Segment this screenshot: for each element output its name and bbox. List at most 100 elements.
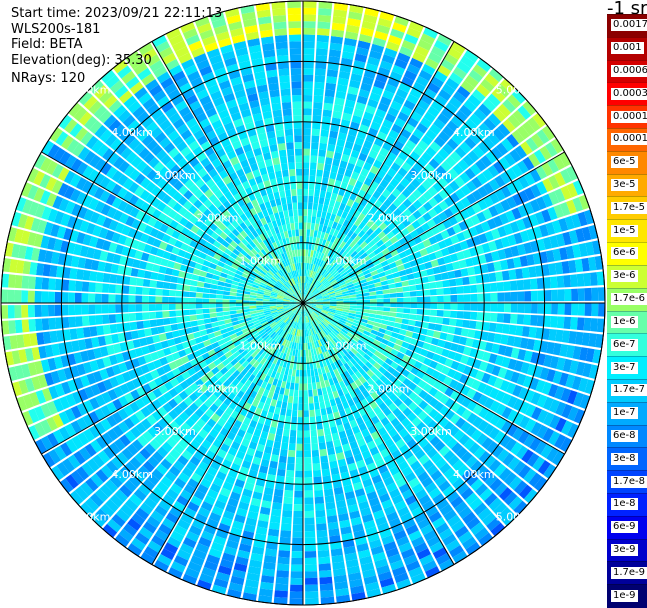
range-bin xyxy=(303,357,306,364)
range-bin xyxy=(311,149,318,156)
range-bin xyxy=(274,489,283,497)
range-bin xyxy=(318,156,325,163)
range-bin xyxy=(323,394,329,402)
range-bin xyxy=(511,303,518,313)
range-bin xyxy=(495,323,503,333)
range-bin xyxy=(350,305,357,308)
range-bin xyxy=(198,325,206,331)
range-bin xyxy=(403,292,410,297)
range-bin xyxy=(376,311,383,315)
range-bin xyxy=(463,285,470,293)
range-bin xyxy=(35,305,42,317)
range-bin xyxy=(303,370,306,377)
range-bin xyxy=(278,462,286,470)
range-bin xyxy=(376,295,383,299)
range-bin xyxy=(155,304,162,311)
range-bin xyxy=(416,315,423,321)
range-bin xyxy=(510,314,517,324)
range-bin xyxy=(28,305,35,317)
range-bin xyxy=(315,75,326,82)
range-bin xyxy=(122,285,129,293)
range-bin xyxy=(356,309,363,312)
range-bin xyxy=(304,430,310,437)
range-bin xyxy=(383,294,390,298)
range-bin xyxy=(523,279,531,290)
range-bin xyxy=(191,274,199,280)
range-bin xyxy=(236,296,243,299)
range-bin xyxy=(295,376,299,383)
range-bin xyxy=(297,356,300,363)
range-bin xyxy=(171,324,179,331)
range-bin xyxy=(196,287,203,293)
range-bin xyxy=(490,283,497,292)
range-bin xyxy=(307,229,311,236)
range-bin xyxy=(164,275,172,282)
range-bin xyxy=(75,293,82,303)
range-bin xyxy=(325,495,335,503)
range-bin xyxy=(454,327,462,335)
range-bin xyxy=(343,305,350,307)
range-bin xyxy=(35,319,43,331)
range-bin xyxy=(129,295,136,303)
range-bin xyxy=(430,303,437,309)
range-bin xyxy=(298,410,303,417)
range-bin xyxy=(197,319,204,325)
range-bin xyxy=(316,517,326,524)
range-bin xyxy=(278,557,290,565)
range-bin xyxy=(289,437,296,444)
range-bin xyxy=(222,299,229,303)
range-bin xyxy=(399,329,407,335)
range-bin xyxy=(395,318,402,324)
range-bin xyxy=(155,296,162,303)
range-bin xyxy=(436,317,443,324)
range-bin xyxy=(290,591,303,598)
range-bin xyxy=(190,286,197,292)
range-bin xyxy=(307,223,311,230)
range-bin xyxy=(295,383,299,390)
range-bin xyxy=(283,429,290,436)
range-bin xyxy=(410,291,417,297)
range-bin xyxy=(389,288,396,293)
range-bin xyxy=(356,297,363,300)
range-bin xyxy=(287,463,295,470)
range-bin xyxy=(323,170,330,178)
range-bin xyxy=(95,315,102,325)
range-bin xyxy=(426,268,434,275)
range-bin xyxy=(303,149,310,156)
range-bin xyxy=(270,515,281,523)
range-bin xyxy=(14,290,21,303)
range-bin xyxy=(503,314,510,324)
range-bin xyxy=(144,328,152,336)
range-bin xyxy=(303,222,307,229)
range-bin xyxy=(457,303,464,310)
range-bin xyxy=(304,377,308,384)
range-bin xyxy=(216,299,223,303)
range-bin xyxy=(325,89,335,97)
range-bin xyxy=(423,290,430,296)
range-bin xyxy=(211,322,218,328)
range-bin xyxy=(294,491,303,498)
range-bin xyxy=(326,76,337,84)
range-bin xyxy=(163,282,170,289)
range-bin xyxy=(396,287,403,292)
range-bin xyxy=(8,305,15,318)
range-bin xyxy=(110,324,118,333)
range-bin xyxy=(470,312,477,320)
range-bin xyxy=(315,503,325,510)
range-bin xyxy=(291,417,297,424)
range-bin xyxy=(321,211,327,218)
range-bin xyxy=(311,436,318,443)
range-bin xyxy=(313,470,321,477)
range-bin xyxy=(310,423,316,430)
range-bin xyxy=(271,399,277,407)
range-bin xyxy=(428,323,436,330)
range-bin xyxy=(263,303,270,305)
range-bin xyxy=(303,337,305,344)
range-bin xyxy=(169,290,176,296)
range-bin xyxy=(307,216,311,223)
range-bin xyxy=(22,319,30,332)
range-bin xyxy=(470,285,477,293)
range-bin xyxy=(326,441,334,449)
range-bin xyxy=(337,301,344,303)
range-bin xyxy=(308,390,313,397)
